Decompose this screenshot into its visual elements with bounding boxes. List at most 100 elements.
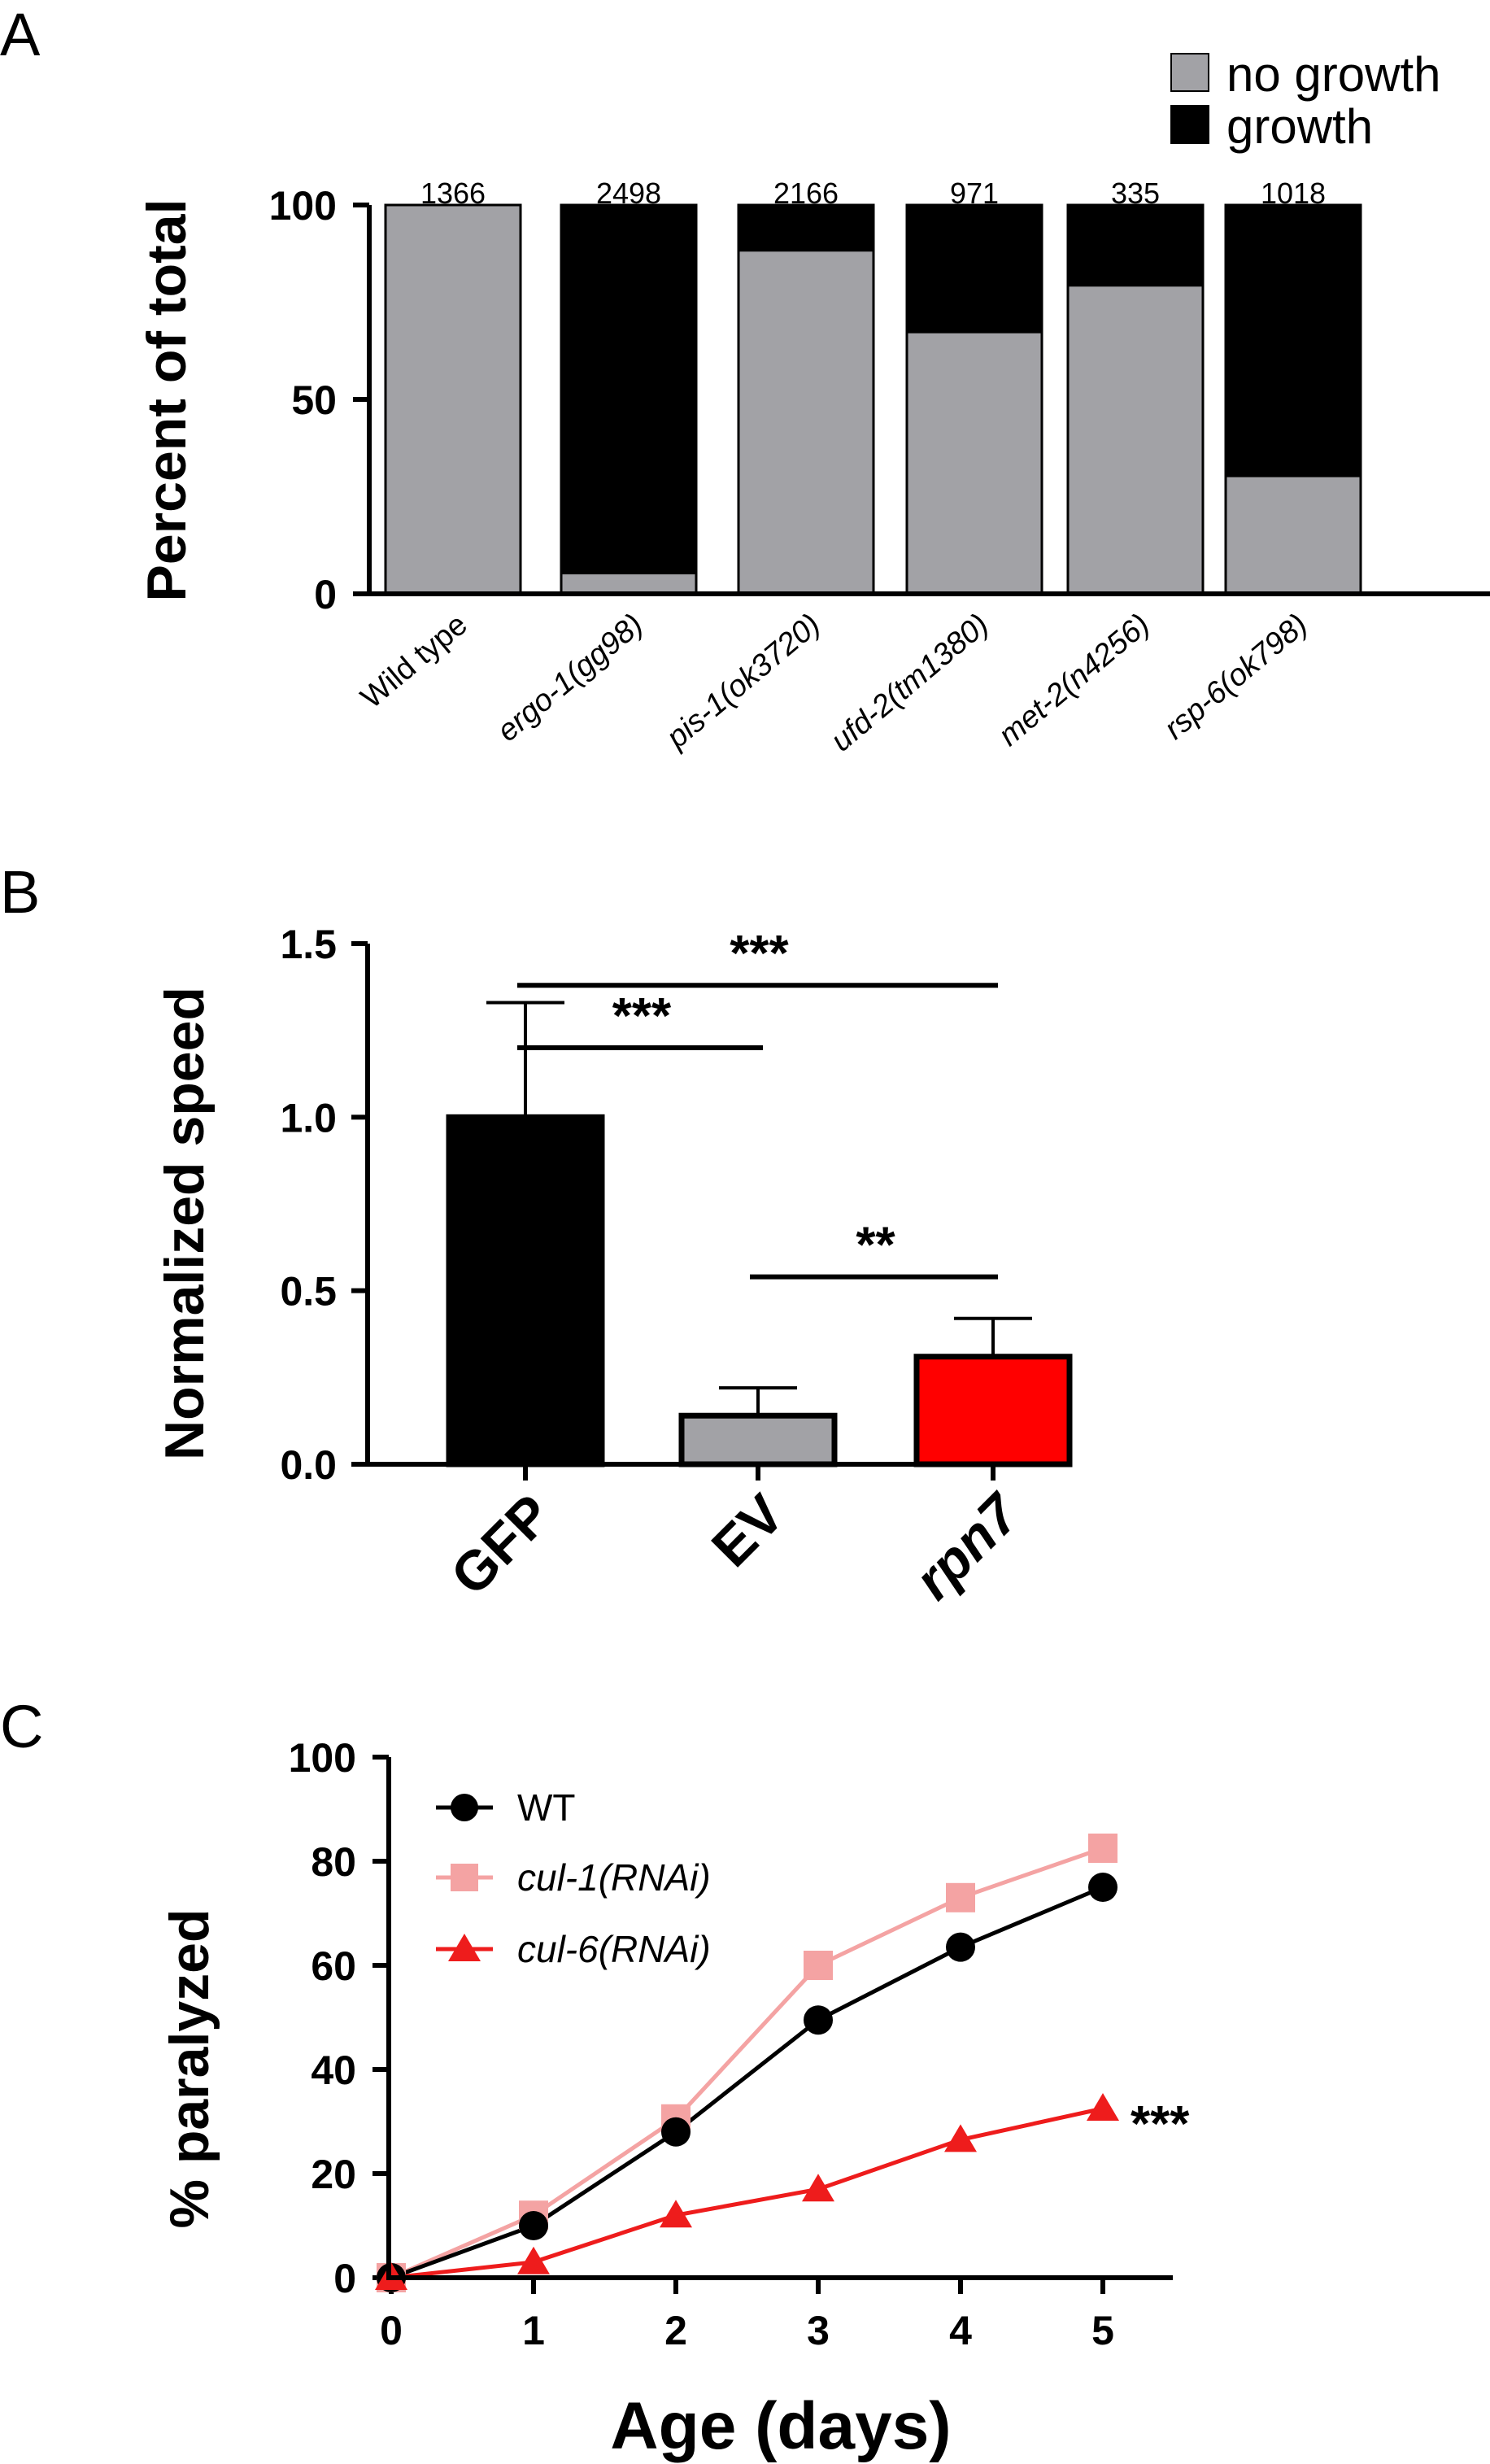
panel-c-point-square	[804, 1951, 833, 1980]
panel-c-ytick-label: 100	[289, 1735, 356, 1781]
panel-a-bar-no-growth	[386, 205, 521, 594]
legend-marker-wt	[451, 1794, 478, 1821]
panel-b-significance: ********	[517, 926, 998, 1280]
panel-c-line-square	[390, 1846, 1104, 2280]
panel-c-legend: WT cul-1(RNAi) cul-6(RNAi)	[436, 1786, 711, 1970]
panel-c-xtick-label: 3	[807, 2308, 830, 2353]
panel-c-annotation: ***	[1131, 2096, 1190, 2152]
panel-c-point-triangle	[802, 2174, 834, 2202]
panel-a-category-label: ufd-2(tm1380)	[825, 608, 996, 759]
panel-c-ytick-label: 20	[311, 2152, 356, 2197]
legend-swatch-growth	[1170, 105, 1209, 144]
panel-a-legend: no growth growth	[1170, 47, 1441, 154]
panel-b-bar-gfp	[446, 1114, 605, 1467]
legend-no-growth: no growth	[1226, 47, 1441, 102]
panel-c-xtick-label: 5	[1091, 2308, 1114, 2353]
panel-a-count-label: 2498	[596, 177, 661, 210]
panel-a-ytick-label: 100	[269, 183, 337, 229]
legend-growth: growth	[1226, 99, 1373, 154]
panel-a-bar-no-growth	[1068, 286, 1203, 594]
panel-a-counts: 1366 2498 2166 971 335 1018	[420, 177, 1326, 210]
panel-a-category-label: met-2(n4256)	[992, 608, 1157, 753]
panel-b-bar-rpn7	[913, 1354, 1073, 1467]
panel-b-letter: B	[0, 858, 40, 926]
panel-b-ytick-label: 0.0	[280, 1442, 337, 1488]
panel-b-ytick-label: 1.0	[280, 1095, 337, 1140]
panel-a-count-label: 2166	[773, 177, 839, 210]
panel-c-ytick-label: 0	[333, 2256, 356, 2301]
panel-a-bar-growth	[1226, 205, 1361, 478]
panel-c-xtick-label: 0	[380, 2308, 403, 2353]
panel-a-bar-growth	[1068, 205, 1203, 287]
panel-c-y-axis: 0 20 40 60 80 100	[289, 1735, 389, 2301]
panel-b-category-label: EV	[700, 1483, 796, 1579]
panel-b-significance-label: ***	[612, 988, 672, 1044]
panel-c-xtick-label: 4	[949, 2308, 972, 2353]
panel-b-bar-ev	[678, 1412, 838, 1467]
panel-c-series	[375, 1834, 1119, 2292]
panel-a-letter: A	[0, 1, 41, 68]
panel-c-point-square	[946, 1882, 975, 1912]
panel-a-bar-growth	[738, 205, 874, 252]
panel-c-ytick-label: 80	[311, 1839, 356, 1885]
panel-c-xtick-label: 2	[664, 2308, 687, 2353]
panel-a-category-label: ergo-1(gg98)	[490, 608, 649, 748]
panel-b-ytick-label: 1.5	[280, 922, 337, 967]
panel-b-significance-label: **	[856, 1218, 895, 1274]
panel-c-line-triangle	[390, 2106, 1104, 2280]
panel-c-xtick-label: 1	[522, 2308, 545, 2353]
panel-b-significance-label: ***	[730, 926, 789, 982]
panel-c-ytick-label: 60	[311, 1943, 356, 1989]
panel-b-y-axis: 0.0 0.5 1.0 1.5	[280, 922, 368, 1488]
panel-b: B Normalized speed 0.00.51.01.5 ********…	[0, 858, 1073, 1611]
panel-b-ytick-label: 0.5	[280, 1269, 337, 1315]
panel-a-category-label: pis-1(ok3720)	[660, 608, 827, 756]
panel-a-bar-no-growth	[1226, 477, 1361, 594]
panel-c: C % paralyzed 0 20 40 60 80 100 0 1 2 3 4 5 Age (d…	[0, 1693, 1190, 2463]
panel-c-point-triangle	[517, 2246, 550, 2274]
panel-c-point-circle	[804, 2005, 833, 2035]
panel-c-point-triangle	[1087, 2093, 1119, 2121]
legend-wt: WT	[517, 1786, 576, 1829]
panel-a-category-label: rsp-6(ok798)	[1158, 608, 1314, 747]
panel-a-bar-growth	[561, 205, 696, 575]
panel-a-ytick-label: 0	[314, 572, 337, 617]
panel-c-line-circle	[390, 1885, 1104, 2280]
panel-a-ytick-label: 50	[291, 377, 337, 423]
panel-a-bars	[384, 203, 1362, 595]
panel-b-bars	[446, 1001, 1073, 1481]
panel-a-bar-no-growth	[561, 574, 696, 594]
legend-marker-cul1	[451, 1864, 478, 1891]
panel-c-ytick-label: 40	[311, 2048, 356, 2093]
panel-a-ylabel: Percent of total	[136, 199, 198, 602]
panel-c-point-square	[1088, 1834, 1118, 1863]
panel-b-categories: GFP EV rpn7	[439, 1481, 1033, 1611]
panel-a-count-label: 1366	[420, 177, 486, 210]
panel-c-point-circle	[519, 2211, 548, 2240]
panel-a-count-label: 1018	[1261, 177, 1326, 210]
legend-cul1: cul-1(RNAi)	[517, 1856, 711, 1899]
panel-a-category-label: Wild type	[355, 608, 474, 716]
panel-a-bar-growth	[907, 205, 1042, 334]
panel-c-point-circle	[1088, 1873, 1118, 1902]
panel-b-ylabel: Normalized speed	[154, 987, 216, 1460]
legend-cul6: cul-6(RNAi)	[517, 1928, 711, 1970]
panel-c-point-triangle	[944, 2124, 977, 2152]
panel-b-category-label: GFP	[439, 1483, 564, 1607]
panel-c-x-axis: 0 1 2 3 4 5	[380, 2278, 1114, 2353]
legend-swatch-no-growth	[1170, 53, 1209, 92]
panel-c-letter: C	[0, 1693, 43, 1760]
panel-c-xlabel: Age (days)	[610, 2389, 951, 2463]
panel-c-point-triangle	[660, 2200, 692, 2228]
panel-c-ylabel: % paralyzed	[159, 1908, 220, 2228]
panel-a-bar-no-growth	[907, 333, 1042, 594]
panel-a-y-axis: 0 50 100	[269, 183, 369, 617]
legend-marker-cul6	[448, 1934, 481, 1961]
panel-a-bar-no-growth	[738, 251, 874, 594]
panel-a: A Percent of total 0 50 100 1366 2498 2166 97…	[0, 1, 1490, 758]
panel-a-categories: Wild type ergo-1(gg98) pis-1(ok3720)ufd-2(…	[355, 608, 1314, 759]
panel-a-count-label: 971	[950, 177, 999, 210]
panel-a-count-label: 335	[1111, 177, 1160, 210]
panel-c-point-circle	[661, 2117, 691, 2147]
